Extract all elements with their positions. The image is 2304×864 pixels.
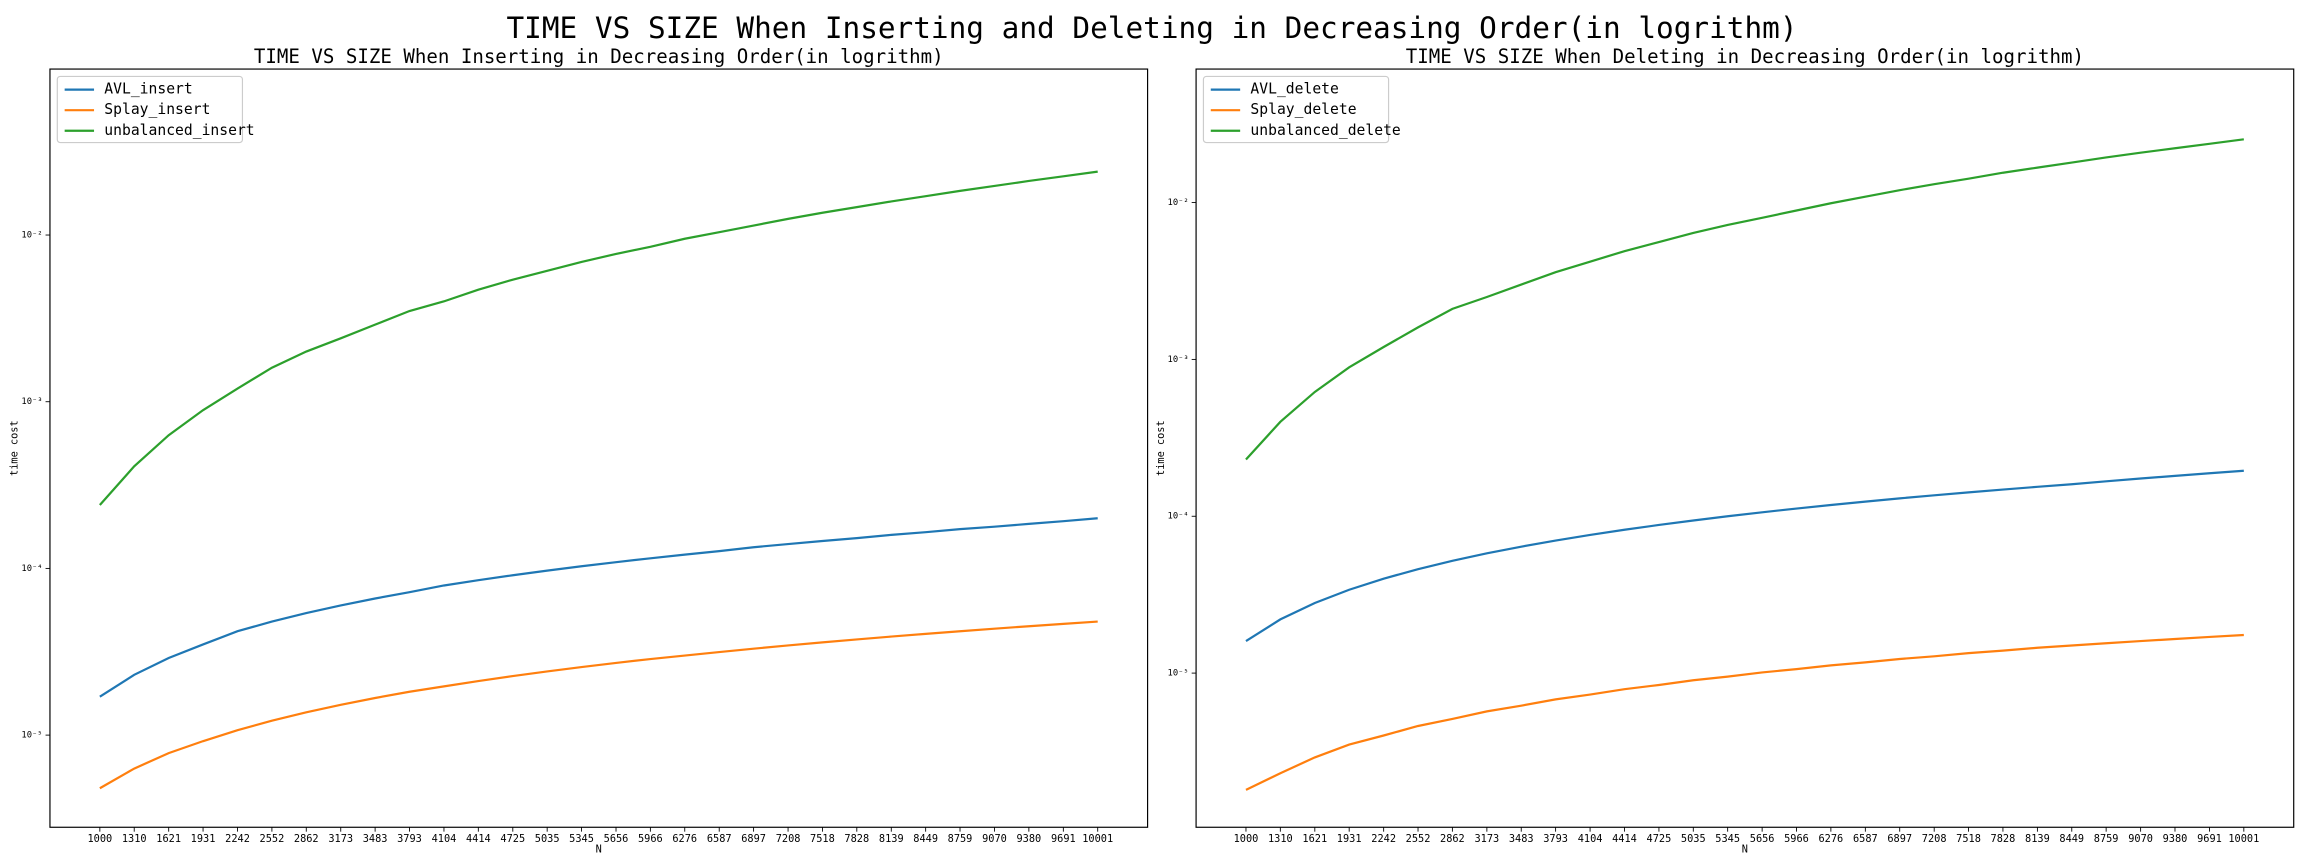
- x-tick-label: 3173: [328, 833, 353, 845]
- x-tick-label: 5035: [535, 833, 560, 845]
- y-axis-label: time cost: [1155, 420, 1167, 476]
- y-tick-label: 10⁻⁴: [1168, 512, 1189, 522]
- figure-title: TIME VS SIZE When Inserting and Deleting…: [506, 11, 1797, 45]
- x-tick-label: 5966: [1784, 833, 1809, 845]
- y-tick-label: 10⁻³: [21, 397, 42, 407]
- y-tick-label: 10⁻⁵: [21, 731, 42, 741]
- x-tick-label: 2242: [225, 833, 250, 845]
- legend-label: unbalanced_delete: [1250, 122, 1400, 139]
- x-tick-label: 3483: [1509, 833, 1534, 845]
- x-tick-label: 9380: [1016, 833, 1041, 845]
- legend-label: AVL_insert: [104, 81, 192, 98]
- x-tick-label: 1310: [122, 833, 147, 845]
- x-tick-label: 4725: [500, 833, 525, 845]
- x-tick-label: 5345: [569, 833, 594, 845]
- data-line: [1245, 469, 2244, 643]
- x-tick-label: 1000: [1234, 833, 1259, 845]
- x-tick-label: 10001: [2228, 833, 2259, 845]
- x-axis-label: N: [1742, 843, 1748, 855]
- x-tick-label: 3793: [1543, 833, 1568, 845]
- data-line: [1245, 138, 2244, 461]
- x-tick-label: 8139: [2025, 833, 2050, 845]
- y-tick-label: 10⁻²: [21, 231, 42, 241]
- x-tick-label: 1310: [1268, 833, 1293, 845]
- x-tick-label: 9691: [1051, 833, 1076, 845]
- x-tick-label: 4104: [432, 833, 457, 845]
- x-tick-label: 7208: [1922, 833, 1947, 845]
- data-line: [1245, 633, 2244, 791]
- x-tick-label: 6897: [1887, 833, 1912, 845]
- x-tick-label: 7518: [1956, 833, 1981, 845]
- x-tick-label: 2552: [1406, 833, 1431, 845]
- x-tick-label: 8759: [948, 833, 973, 845]
- x-tick-label: 5035: [1681, 833, 1706, 845]
- y-tick-label: 10⁻⁴: [21, 564, 42, 574]
- x-tick-label: 1931: [191, 833, 216, 845]
- x-tick-label: 5966: [638, 833, 663, 845]
- data-line: [99, 517, 1098, 698]
- x-tick-label: 6276: [672, 833, 697, 845]
- legend-box: [56, 75, 244, 144]
- x-tick-label: 6587: [1853, 833, 1878, 845]
- x-tick-label: 5656: [1750, 833, 1775, 845]
- x-tick-label: 2862: [294, 833, 319, 845]
- data-line: [99, 620, 1098, 790]
- legend-label: Splay_delete: [1250, 101, 1356, 118]
- plot-frame: [1195, 68, 2295, 828]
- chart-title: TIME VS SIZE When Inserting in Decreasin…: [254, 45, 944, 68]
- x-tick-label: 8139: [879, 833, 904, 845]
- x-tick-label: 7518: [810, 833, 835, 845]
- x-tick-label: 9691: [2197, 833, 2222, 845]
- x-tick-label: 6897: [741, 833, 766, 845]
- x-tick-label: 8759: [2094, 833, 2119, 845]
- x-tick-label: 9070: [982, 833, 1007, 845]
- y-tick-label: 10⁻²: [1168, 198, 1189, 208]
- chart-title: TIME VS SIZE When Deleting in Decreasing…: [1406, 45, 2084, 68]
- legend-label: unbalanced_insert: [104, 122, 254, 139]
- x-tick-label: 1000: [87, 833, 112, 845]
- x-tick-label: 1621: [156, 833, 181, 845]
- x-tick-label: 3173: [1475, 833, 1500, 845]
- y-axis-label: time cost: [9, 420, 21, 476]
- x-tick-label: 2552: [260, 833, 285, 845]
- x-tick-label: 2242: [1371, 833, 1396, 845]
- x-tick-label: 10001: [1082, 833, 1113, 845]
- x-tick-label: 4414: [466, 833, 491, 845]
- x-tick-label: 4104: [1578, 833, 1603, 845]
- y-tick-label: 10⁻³: [1168, 355, 1189, 365]
- x-tick-label: 2862: [1440, 833, 1465, 845]
- legend-box: [1202, 75, 1390, 144]
- x-tick-label: 6276: [1819, 833, 1844, 845]
- x-tick-label: 3483: [363, 833, 388, 845]
- x-tick-label: 7828: [844, 833, 869, 845]
- x-tick-label: 4414: [1612, 833, 1637, 845]
- x-tick-label: 3793: [397, 833, 422, 845]
- x-tick-label: 6587: [707, 833, 732, 845]
- x-tick-label: 8449: [2059, 833, 2084, 845]
- x-tick-label: 9070: [2128, 833, 2153, 845]
- x-tick-label: 1621: [1302, 833, 1327, 845]
- x-tick-label: 7828: [1991, 833, 2016, 845]
- x-tick-label: 5656: [604, 833, 629, 845]
- x-tick-label: 1931: [1337, 833, 1362, 845]
- legend-label: AVL_delete: [1250, 81, 1338, 98]
- data-line: [99, 170, 1098, 506]
- legend-label: Splay_insert: [104, 101, 210, 118]
- x-tick-label: 7208: [776, 833, 801, 845]
- x-tick-label: 4725: [1647, 833, 1672, 845]
- plot-frame: [49, 68, 1149, 828]
- x-tick-label: 8449: [913, 833, 938, 845]
- y-tick-label: 10⁻⁵: [1168, 669, 1189, 679]
- x-axis-label: N: [596, 843, 602, 855]
- x-tick-label: 9380: [2163, 833, 2188, 845]
- x-tick-label: 5345: [1715, 833, 1740, 845]
